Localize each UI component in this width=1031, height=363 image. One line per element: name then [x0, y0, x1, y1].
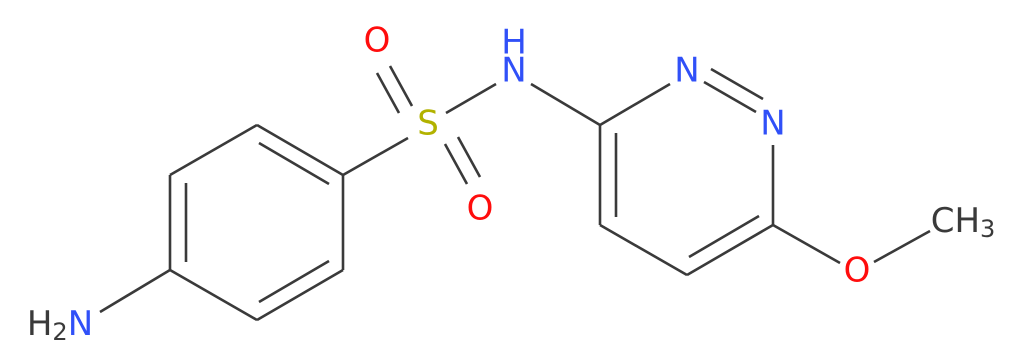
atom-n: N — [501, 51, 526, 91]
atom-n: N — [68, 304, 93, 344]
subscript: 2 — [52, 318, 67, 346]
atom-s: S — [417, 104, 439, 144]
atom-o: O — [844, 251, 871, 291]
amine-label: H2N — [27, 304, 93, 347]
atom-n: N — [760, 104, 785, 144]
atom-n: N — [674, 51, 699, 91]
atom-c: CH — [931, 201, 980, 241]
methyl-label: CH3 — [931, 201, 996, 244]
atom-h: H — [501, 23, 527, 63]
atom-o: O — [467, 189, 494, 229]
atom-o: O — [364, 21, 391, 61]
subscript: 3 — [980, 215, 995, 243]
bonds — [99, 65, 931, 322]
atom-h: H — [27, 304, 53, 344]
